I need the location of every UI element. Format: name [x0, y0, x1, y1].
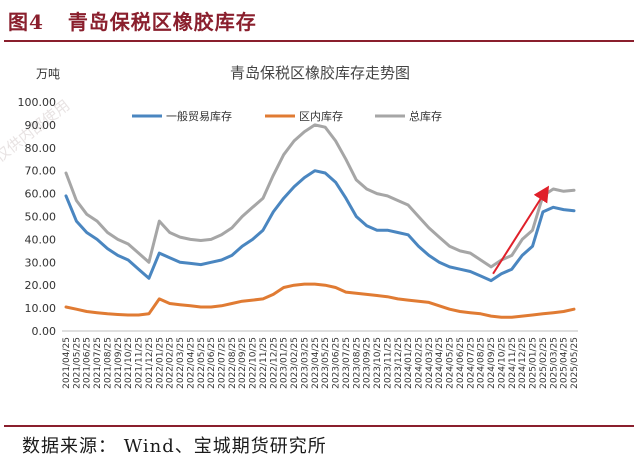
y-tick-label: 20.00 [25, 279, 57, 292]
x-tick-label: 2022/09/25 [238, 337, 248, 389]
x-tick-label: 2022/11/25 [259, 337, 269, 389]
x-tick-label: 2024/01/25 [404, 337, 414, 389]
y-tick-label: 0.00 [32, 325, 57, 338]
x-tick-label: 2022/12/25 [269, 337, 279, 389]
series-line [64, 282, 576, 319]
x-tick-label: 2021/07/25 [93, 337, 103, 389]
x-tick-label: 2021/05/25 [72, 337, 82, 389]
x-tick-label: 2023/05/25 [321, 337, 331, 389]
x-tick-label: 2021/12/25 [145, 337, 155, 389]
x-tick-label: 2023/12/25 [394, 337, 404, 389]
figure-header: 图4 青岛保税区橡胶库存 [0, 0, 640, 40]
x-tick-label: 2022/05/25 [197, 337, 207, 389]
x-tick-label: 2024/05/25 [446, 337, 456, 389]
x-tick-label: 2023/10/25 [373, 337, 383, 389]
x-tick-label: 2021/09/25 [114, 337, 124, 389]
x-tick-label: 2022/03/25 [176, 337, 186, 389]
figure-title: 图4 青岛保税区橡胶库存 [8, 6, 257, 35]
y-tick-label: 10.00 [25, 302, 57, 315]
y-tick-label: 90.00 [25, 119, 57, 132]
annotation-arrow [492, 185, 550, 275]
figure-title-text: 青岛保税区橡胶库存 [67, 10, 257, 34]
legend-label: 区内库存 [299, 109, 343, 123]
legend-label: 一般贸易库存 [166, 109, 232, 123]
x-tick-label: 2022/07/25 [218, 337, 228, 389]
series-line [64, 123, 576, 269]
header-rule [4, 40, 634, 42]
x-tick-label: 2022/10/25 [249, 337, 259, 389]
x-tick-label: 2024/12/25 [518, 337, 528, 389]
y-tick-label: 50.00 [25, 211, 57, 224]
x-tick-label: 2023/11/25 [383, 337, 393, 389]
x-tick-label: 2021/08/25 [103, 337, 113, 389]
x-tick-label: 2025/02/25 [539, 337, 549, 389]
x-tick-label: 2025/04/25 [560, 337, 570, 389]
x-tick-label: 2022/01/25 [155, 337, 165, 389]
x-tick-label: 2023/07/25 [342, 337, 352, 389]
x-tick-label: 2023/06/25 [332, 337, 342, 389]
y-tick-label: 40.00 [25, 233, 57, 246]
series-line [64, 169, 576, 283]
x-tick-label: 2021/06/25 [83, 337, 93, 389]
x-tick-label: 2023/04/25 [311, 337, 321, 389]
x-tick-label: 2021/11/25 [135, 337, 145, 389]
x-tick-label: 2022/04/25 [186, 337, 196, 389]
y-tick-label: 30.00 [25, 256, 57, 269]
chart: 青岛保税区橡胶库存走势图 万吨 0.00 10.00 20.00 30.00 40.00 50… [18, 64, 581, 389]
x-tick-label: 2022/06/25 [207, 337, 217, 389]
x-tick-label: 2024/04/25 [435, 337, 445, 389]
y-tick-label: 70.00 [25, 165, 57, 178]
x-tick-label: 2024/11/25 [508, 337, 518, 389]
x-tick-label: 2021/10/25 [124, 337, 134, 389]
x-tick-label: 2024/09/25 [487, 337, 497, 389]
x-tick-label: 2025/05/25 [570, 337, 580, 389]
x-tick-label: 2025/03/25 [549, 337, 559, 389]
x-tick-label: 2023/01/25 [280, 337, 290, 389]
source-note: 数据来源： Wind、宝城期货研究所 [22, 436, 327, 457]
figure-number: 图4 [8, 10, 44, 34]
y-unit-label: 万吨 [36, 67, 60, 81]
x-tick-label: 2025/01/25 [529, 337, 539, 389]
x-tick-label: 2021/04/25 [62, 337, 72, 389]
x-tick-label: 2022/08/25 [228, 337, 238, 389]
y-tick-label: 60.00 [25, 188, 57, 201]
x-tick-label: 2023/08/25 [352, 337, 362, 389]
x-tick-label: 2024/08/25 [477, 337, 487, 389]
footer-rule [4, 425, 634, 427]
x-tick-label: 2023/09/25 [363, 337, 373, 389]
y-tick-label: 80.00 [25, 142, 57, 155]
x-tick-label: 2024/03/25 [425, 337, 435, 389]
x-tick-label: 2024/06/25 [456, 337, 466, 389]
legend-label: 总库存 [409, 109, 442, 123]
x-tick-label: 2024/07/25 [466, 337, 476, 389]
x-tick-label: 2024/10/25 [497, 337, 507, 389]
x-tick-label: 2024/02/25 [414, 337, 424, 389]
x-tick-label: 2023/02/25 [290, 337, 300, 389]
x-tick-label: 2022/02/25 [166, 337, 176, 389]
y-tick-label: 100.00 [18, 96, 57, 109]
x-tick-label: 2023/03/25 [300, 337, 310, 389]
chart-title: 青岛保税区橡胶库存走势图 [230, 64, 410, 82]
